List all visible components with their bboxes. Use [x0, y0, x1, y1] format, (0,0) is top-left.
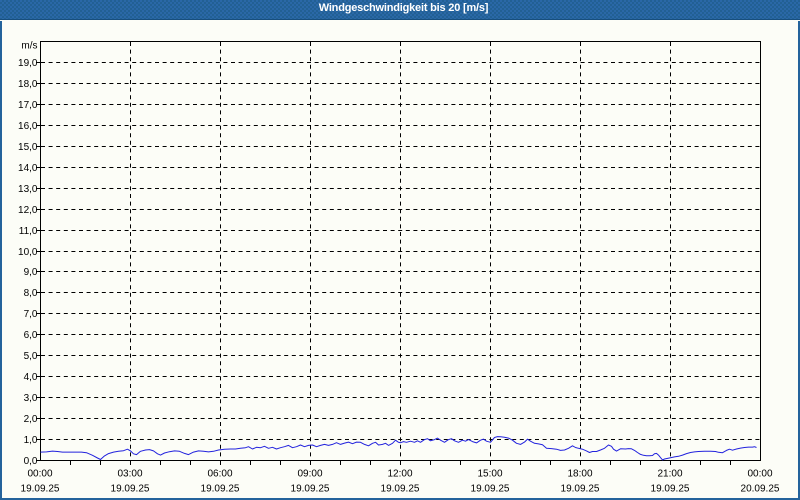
svg-text:19.09.25: 19.09.25 [21, 484, 60, 495]
svg-text:15,0: 15,0 [18, 142, 38, 153]
svg-text:14,0: 14,0 [18, 163, 38, 174]
svg-text:19.09.25: 19.09.25 [201, 484, 240, 495]
svg-text:06:00: 06:00 [207, 469, 232, 480]
svg-text:16,0: 16,0 [18, 121, 38, 132]
svg-text:6,0: 6,0 [24, 330, 38, 341]
svg-text:00:00: 00:00 [27, 469, 52, 480]
svg-text:19.09.25: 19.09.25 [561, 484, 600, 495]
svg-text:0,0: 0,0 [24, 456, 38, 467]
svg-text:17,0: 17,0 [18, 100, 38, 111]
svg-text:09:00: 09:00 [297, 469, 322, 480]
svg-text:15:00: 15:00 [477, 469, 502, 480]
svg-text:2,0: 2,0 [24, 414, 38, 425]
svg-text:11,0: 11,0 [19, 226, 38, 237]
svg-text:19.09.25: 19.09.25 [291, 484, 330, 495]
svg-text:19.09.25: 19.09.25 [651, 484, 690, 495]
svg-text:10,0: 10,0 [18, 247, 38, 258]
svg-text:18,0: 18,0 [18, 79, 38, 90]
svg-text:19.09.25: 19.09.25 [111, 484, 150, 495]
svg-text:00:00: 00:00 [747, 469, 772, 480]
svg-text:8,0: 8,0 [24, 288, 38, 299]
svg-text:9,0: 9,0 [24, 267, 38, 278]
svg-text:5,0: 5,0 [24, 351, 38, 362]
svg-text:19,0: 19,0 [18, 58, 38, 69]
svg-text:m/s: m/s [21, 41, 37, 52]
svg-text:1,0: 1,0 [24, 435, 38, 446]
svg-text:7,0: 7,0 [24, 309, 38, 320]
svg-text:12,0: 12,0 [18, 205, 38, 216]
svg-text:18:00: 18:00 [567, 469, 592, 480]
svg-text:13,0: 13,0 [18, 184, 38, 195]
svg-text:20.09.25: 20.09.25 [741, 484, 780, 495]
svg-text:21:00: 21:00 [657, 469, 682, 480]
svg-text:19.09.25: 19.09.25 [471, 484, 510, 495]
svg-text:03:00: 03:00 [117, 469, 142, 480]
svg-text:4,0: 4,0 [24, 372, 38, 383]
svg-text:19.09.25: 19.09.25 [381, 484, 420, 495]
svg-text:12:00: 12:00 [387, 469, 412, 480]
svg-text:3,0: 3,0 [24, 393, 38, 404]
